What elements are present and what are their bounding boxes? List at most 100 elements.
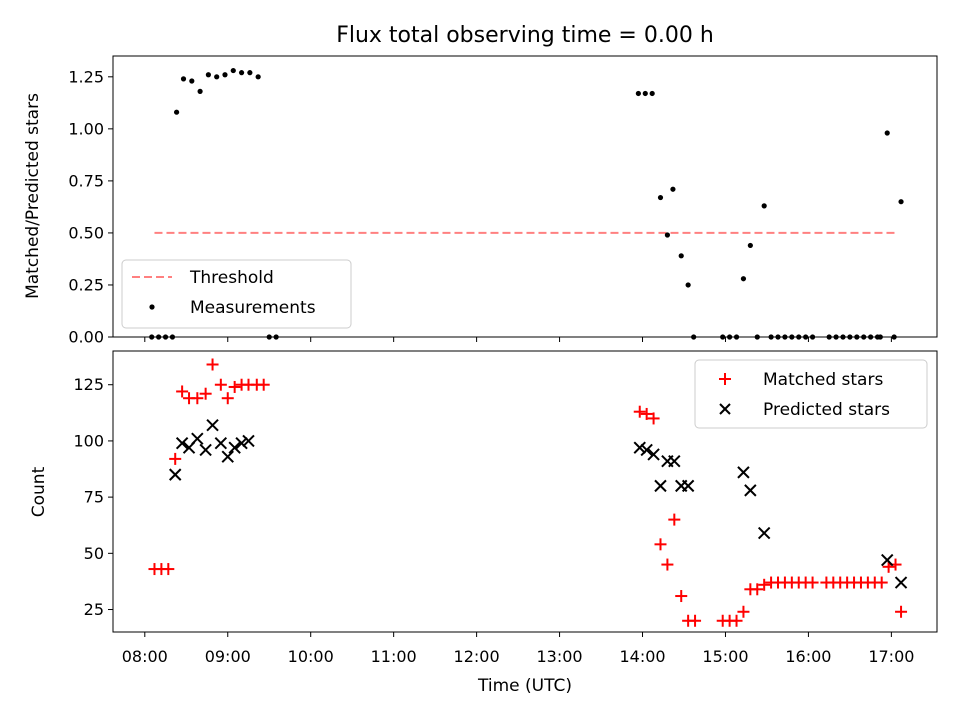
- predicted-star-point: [881, 553, 894, 567]
- measurement-point: [214, 74, 220, 80]
- bottom-ytick-label: 100: [73, 431, 104, 450]
- predicted-star-point: [228, 441, 241, 454]
- predicted-star-point: [235, 436, 248, 450]
- matched-star-point: [647, 412, 660, 425]
- matched-star-point: [730, 614, 743, 627]
- measurement-point: [238, 70, 245, 76]
- matched-star-point: [875, 576, 888, 589]
- xtick-label: 16:00: [785, 647, 831, 666]
- matched-star-point: [737, 605, 750, 618]
- top-ytick-label: 0.75: [68, 171, 104, 190]
- matched-star-point: [689, 614, 702, 627]
- predicted-star-point: [654, 479, 667, 493]
- measurement-point: [898, 199, 904, 205]
- top-panel-legend: Threshold Measurements: [121, 259, 352, 329]
- matched-star-point: [675, 590, 688, 603]
- measurement-point: [247, 70, 253, 76]
- top-ytick-label: 1.25: [68, 67, 104, 86]
- xtick-label: 10:00: [288, 647, 334, 666]
- xtick-label: 13:00: [537, 647, 583, 666]
- xtick-label: 09:00: [205, 647, 251, 666]
- measurement-point: [173, 109, 180, 115]
- bottom-panel-ylabel: Count: [29, 466, 49, 517]
- matched-legend-swatch: [719, 373, 731, 385]
- top-ytick-label: 1.00: [68, 119, 104, 138]
- matched-star-point: [191, 392, 204, 405]
- predicted-star-point: [633, 441, 646, 454]
- matched-star-point: [169, 452, 182, 465]
- measurement-point: [670, 186, 676, 192]
- matched-star-point: [668, 513, 681, 526]
- top-ytick-label: 0.00: [68, 328, 104, 347]
- predicted-star-point: [737, 466, 750, 479]
- matched-star-point: [206, 358, 219, 371]
- matched-legend-label: Matched stars: [763, 370, 883, 390]
- predicted-star-point: [640, 443, 653, 457]
- xtick-label: 17:00: [868, 647, 914, 666]
- predicted-star-point: [681, 479, 695, 493]
- measurement-point: [761, 203, 767, 209]
- predicted-star-point: [175, 436, 189, 450]
- matched-star-point: [214, 378, 227, 391]
- predicted-legend-label: Predicted stars: [763, 400, 890, 420]
- predicted-star-point: [191, 432, 204, 445]
- bottom-panel-legend: Matched stars Predicted stars: [694, 359, 928, 429]
- bottom-panel-frame: [112, 350, 938, 633]
- predicted-star-point: [214, 436, 228, 450]
- bottom-panel: Count Time (UTC) 25 50 75 100 125 08:00 09:00…: [29, 350, 938, 696]
- measurement-point: [205, 72, 211, 78]
- predicted-star-point: [199, 443, 212, 457]
- matched-star-point: [654, 538, 667, 551]
- matched-star-point: [199, 387, 212, 400]
- predicted-star-point: [242, 434, 255, 448]
- measurement-point: [180, 76, 187, 82]
- matched-star-point: [221, 392, 234, 405]
- bottom-panel-yticks: 25 50 75 100 125: [73, 375, 113, 619]
- matched-star-point: [228, 380, 241, 393]
- x-axis-label: Time (UTC): [477, 676, 572, 696]
- matched-star-point: [661, 558, 674, 571]
- measurement-point: [884, 130, 890, 136]
- measurements-legend-label: Measurements: [190, 298, 316, 318]
- predicted-star-point: [206, 418, 219, 432]
- measurement-point: [197, 88, 203, 94]
- top-panel-frame: [112, 55, 938, 338]
- bottom-panel-xticks: 08:00 09:00 10:00 11:00 12:00 13:00 14:00 15:00…: [122, 632, 914, 666]
- measurement-point: [222, 72, 228, 78]
- matched-star-point: [806, 576, 819, 589]
- measurement-point: [255, 74, 261, 80]
- bottom-ytick-label: 125: [73, 375, 104, 394]
- predicted-legend-swatch: [719, 403, 731, 415]
- xtick-label: 11:00: [371, 647, 417, 666]
- matched-star-point: [895, 605, 908, 618]
- bottom-ytick-label: 75: [84, 488, 104, 507]
- measurement-point: [747, 242, 753, 249]
- top-ytick-label: 0.25: [68, 275, 104, 294]
- predicted-star-point: [221, 450, 234, 463]
- matched-star-point: [751, 583, 764, 596]
- predicted-star-point: [757, 526, 771, 540]
- matched-star-point: [162, 563, 175, 576]
- predicted-star-point: [894, 576, 908, 589]
- bottom-ytick-label: 25: [84, 600, 104, 619]
- top-panel-yticks: 0.00 0.25 0.50 0.75 1.00 1.25: [68, 67, 113, 347]
- matched-star-point: [640, 407, 653, 420]
- top-panel-ylabel: Matched/Predicted stars: [23, 93, 43, 299]
- measurement-point: [740, 276, 747, 282]
- measurement-point: [664, 232, 671, 238]
- measurements-legend-swatch: [149, 304, 155, 310]
- measurement-point: [189, 78, 195, 84]
- top-panel-title: Flux total observing time = 0.00 h: [336, 23, 714, 48]
- xtick-label: 08:00: [122, 647, 168, 666]
- predicted-star-point: [668, 454, 681, 468]
- top-legend-box: [121, 259, 352, 329]
- matched-star-point: [758, 578, 771, 591]
- matched-star-point: [633, 405, 646, 418]
- matched-star-point: [257, 378, 270, 391]
- threshold-legend-label: Threshold: [189, 268, 274, 288]
- measurement-point: [635, 90, 641, 97]
- xtick-label: 14:00: [619, 647, 665, 666]
- bottom-legend-box: [694, 359, 928, 429]
- xtick-label: 15:00: [702, 647, 748, 666]
